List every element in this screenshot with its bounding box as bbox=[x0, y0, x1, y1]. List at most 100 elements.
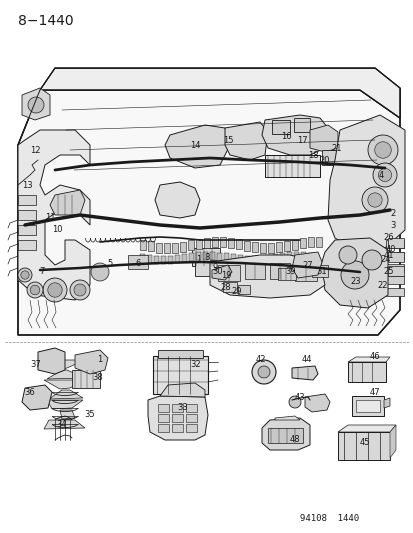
Text: 44: 44 bbox=[301, 356, 311, 365]
Bar bbox=[188, 240, 194, 251]
Text: 26: 26 bbox=[383, 232, 393, 241]
Bar bbox=[228, 238, 233, 248]
Text: 38: 38 bbox=[93, 374, 103, 383]
Bar bbox=[243, 240, 249, 251]
Text: 43: 43 bbox=[294, 393, 304, 402]
Bar bbox=[293, 252, 298, 260]
Polygon shape bbox=[18, 130, 90, 300]
Text: 3: 3 bbox=[389, 222, 395, 230]
Polygon shape bbox=[47, 400, 83, 409]
Circle shape bbox=[361, 250, 381, 270]
Polygon shape bbox=[38, 348, 65, 374]
Polygon shape bbox=[159, 383, 204, 397]
Circle shape bbox=[70, 280, 90, 300]
Text: 17: 17 bbox=[296, 135, 306, 144]
Text: 7: 7 bbox=[39, 268, 45, 277]
Text: 94108  1440: 94108 1440 bbox=[299, 514, 358, 523]
Circle shape bbox=[372, 163, 396, 187]
Text: 28: 28 bbox=[220, 282, 231, 292]
Bar bbox=[140, 240, 146, 250]
Bar bbox=[311, 265, 327, 277]
Bar bbox=[235, 239, 242, 249]
Bar bbox=[171, 243, 178, 253]
Bar bbox=[18, 195, 36, 205]
Bar bbox=[171, 404, 183, 412]
Polygon shape bbox=[261, 418, 309, 450]
Text: 6: 6 bbox=[135, 259, 140, 268]
Polygon shape bbox=[18, 90, 399, 335]
Text: 23: 23 bbox=[350, 278, 361, 287]
Bar bbox=[185, 414, 197, 422]
Polygon shape bbox=[209, 255, 324, 298]
Polygon shape bbox=[309, 125, 337, 152]
Polygon shape bbox=[154, 182, 199, 218]
Text: 14: 14 bbox=[189, 141, 200, 149]
Circle shape bbox=[91, 263, 109, 281]
Circle shape bbox=[43, 278, 67, 302]
Bar bbox=[218, 265, 240, 281]
Polygon shape bbox=[44, 380, 85, 389]
Text: 42: 42 bbox=[255, 356, 266, 365]
Bar bbox=[269, 263, 289, 279]
Bar bbox=[18, 240, 36, 250]
Bar bbox=[216, 253, 221, 261]
Bar bbox=[286, 252, 291, 260]
Bar bbox=[307, 237, 313, 247]
Bar bbox=[321, 150, 341, 165]
Bar bbox=[275, 243, 281, 253]
Text: 36: 36 bbox=[24, 389, 35, 398]
Bar bbox=[140, 254, 145, 262]
Polygon shape bbox=[389, 425, 395, 458]
Bar bbox=[277, 268, 295, 280]
Polygon shape bbox=[337, 425, 395, 432]
Bar bbox=[283, 241, 289, 251]
Text: 21: 21 bbox=[331, 143, 342, 152]
Bar bbox=[195, 239, 202, 249]
Bar bbox=[347, 362, 385, 382]
Bar bbox=[185, 404, 197, 412]
Bar bbox=[171, 424, 183, 432]
Bar bbox=[237, 255, 242, 263]
Polygon shape bbox=[347, 357, 389, 362]
Circle shape bbox=[27, 282, 43, 298]
Bar bbox=[385, 264, 403, 272]
Text: 32: 32 bbox=[190, 360, 201, 369]
Bar bbox=[387, 266, 403, 276]
Text: 16: 16 bbox=[280, 132, 291, 141]
Polygon shape bbox=[47, 370, 85, 379]
Text: 19: 19 bbox=[220, 271, 231, 279]
Bar bbox=[164, 243, 170, 253]
Bar bbox=[299, 238, 305, 248]
Polygon shape bbox=[147, 396, 207, 440]
Circle shape bbox=[257, 366, 269, 378]
Bar bbox=[337, 432, 389, 460]
Bar bbox=[158, 424, 169, 432]
Circle shape bbox=[367, 135, 397, 165]
Circle shape bbox=[47, 283, 62, 297]
Text: 11: 11 bbox=[45, 214, 55, 222]
Bar bbox=[279, 253, 284, 261]
Polygon shape bbox=[40, 68, 399, 118]
Text: 1: 1 bbox=[196, 254, 201, 263]
Text: 48: 48 bbox=[289, 435, 299, 445]
Circle shape bbox=[74, 284, 86, 296]
Bar bbox=[147, 255, 152, 263]
Text: 47: 47 bbox=[369, 389, 380, 398]
Polygon shape bbox=[22, 88, 50, 120]
Bar bbox=[351, 396, 383, 416]
Bar bbox=[209, 252, 214, 260]
Bar bbox=[161, 256, 166, 264]
Text: 15: 15 bbox=[222, 135, 233, 144]
Text: 8: 8 bbox=[204, 253, 209, 262]
Bar bbox=[385, 252, 403, 260]
Text: 40: 40 bbox=[385, 245, 395, 254]
Bar bbox=[230, 254, 235, 262]
Bar bbox=[182, 254, 187, 262]
Bar bbox=[244, 256, 249, 264]
Polygon shape bbox=[224, 122, 267, 160]
Bar bbox=[315, 237, 321, 247]
Bar bbox=[307, 253, 312, 261]
Polygon shape bbox=[291, 366, 317, 380]
Text: 13: 13 bbox=[21, 181, 32, 190]
Bar bbox=[158, 350, 202, 358]
